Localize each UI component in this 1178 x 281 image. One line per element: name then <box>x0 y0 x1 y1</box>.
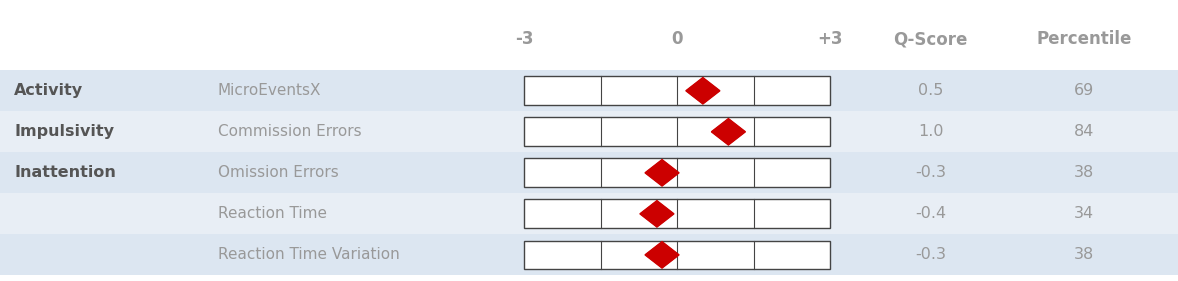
Bar <box>0 111 1178 152</box>
Text: Percentile: Percentile <box>1037 30 1131 48</box>
Text: 1.0: 1.0 <box>918 124 944 139</box>
Bar <box>524 76 830 105</box>
Text: 84: 84 <box>1073 124 1094 139</box>
Bar <box>0 193 1178 234</box>
Polygon shape <box>646 242 679 268</box>
Polygon shape <box>646 160 679 186</box>
Text: Reaction Time Variation: Reaction Time Variation <box>218 247 399 262</box>
Bar <box>524 117 830 146</box>
Text: Commission Errors: Commission Errors <box>218 124 362 139</box>
Polygon shape <box>712 119 746 145</box>
Bar <box>0 152 1178 193</box>
Text: Inattention: Inattention <box>14 165 115 180</box>
Text: Q-Score: Q-Score <box>893 30 968 48</box>
Text: Impulsivity: Impulsivity <box>14 124 114 139</box>
Bar <box>524 158 830 187</box>
Bar <box>524 241 830 269</box>
Text: 0.5: 0.5 <box>918 83 944 98</box>
Text: MicroEventsX: MicroEventsX <box>218 83 322 98</box>
Text: -0.3: -0.3 <box>915 165 946 180</box>
Text: Omission Errors: Omission Errors <box>218 165 339 180</box>
Polygon shape <box>640 201 674 227</box>
Text: +3: +3 <box>818 30 843 48</box>
Text: Reaction Time: Reaction Time <box>218 206 327 221</box>
Text: 69: 69 <box>1073 83 1094 98</box>
Text: -0.3: -0.3 <box>915 247 946 262</box>
Text: 38: 38 <box>1073 247 1094 262</box>
Bar <box>524 200 830 228</box>
Text: -3: -3 <box>515 30 534 48</box>
Bar <box>0 234 1178 275</box>
Text: 38: 38 <box>1073 165 1094 180</box>
Polygon shape <box>686 78 720 104</box>
Text: 0: 0 <box>671 30 683 48</box>
Text: Activity: Activity <box>14 83 84 98</box>
Bar <box>0 70 1178 111</box>
Text: 34: 34 <box>1073 206 1094 221</box>
Text: -0.4: -0.4 <box>915 206 946 221</box>
